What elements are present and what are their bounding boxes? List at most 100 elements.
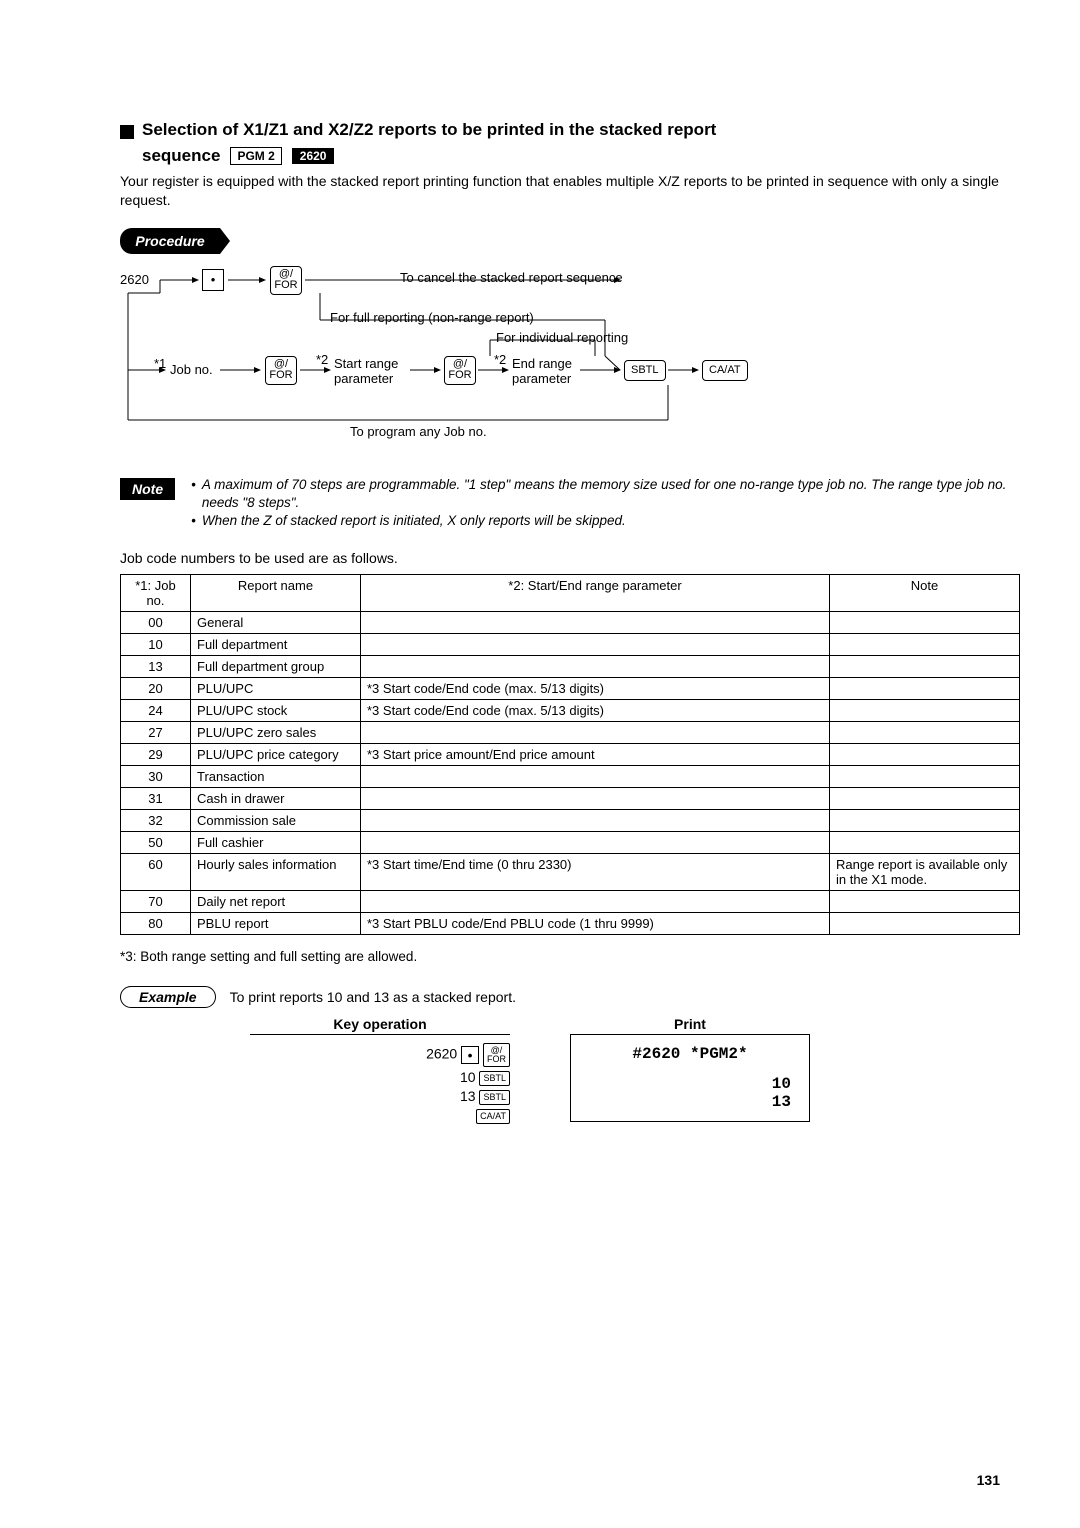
intro-paragraph: Your register is equipped with the stack… <box>120 172 1020 210</box>
example-caption: To print reports 10 and 13 as a stacked … <box>230 989 516 1005</box>
table-cell: General <box>191 612 361 634</box>
table-header-row: *1: Job no. Report name *2: Start/End ra… <box>121 575 1020 612</box>
print-receipt: #2620 *PGM2* 10 13 <box>570 1035 810 1122</box>
table-cell: Commission sale <box>191 810 361 832</box>
table-row: 20PLU/UPC*3 Start code/End code (max. 5/… <box>121 678 1020 700</box>
job-no-label: Job no. <box>170 362 213 377</box>
table-cell: PLU/UPC stock <box>191 700 361 722</box>
table-cell <box>361 612 830 634</box>
table-cell: Transaction <box>191 766 361 788</box>
table-cell: 31 <box>121 788 191 810</box>
table-cell: Daily net report <box>191 891 361 913</box>
table-cell: 20 <box>121 678 191 700</box>
keyop-line3: 13 SBTL <box>250 1088 510 1105</box>
table-cell: 27 <box>121 722 191 744</box>
procedure-label: Procedure <box>120 228 220 254</box>
table-cell <box>361 788 830 810</box>
keyop-body: 2620 • @/FOR 10 SBTL 13 SBTL CA/AT <box>250 1035 510 1123</box>
example-print-col: Print #2620 *PGM2* 10 13 <box>570 1016 810 1125</box>
table-row: 30Transaction <box>121 766 1020 788</box>
col-reportname: Report name <box>191 575 361 612</box>
table-cell: Full department <box>191 634 361 656</box>
document-page: Selection of X1/Z1 and X2/Z2 reports to … <box>0 0 1080 1528</box>
table-row: 31Cash in drawer <box>121 788 1020 810</box>
table-cell <box>830 722 1020 744</box>
diagram-code: 2620 <box>120 272 149 287</box>
page-number: 131 <box>977 1472 1000 1488</box>
table-intro: Job code numbers to be used are as follo… <box>120 550 1020 566</box>
note-item-1: A maximum of 70 steps are programmable. … <box>202 476 1020 512</box>
table-cell: *3 Start PBLU code/End PBLU code (1 thru… <box>361 913 830 935</box>
table-cell: Full cashier <box>191 832 361 854</box>
table-cell <box>830 832 1020 854</box>
keyop-line1: 2620 • @/FOR <box>250 1043 510 1067</box>
heading-line1: Selection of X1/Z1 and X2/Z2 reports to … <box>142 120 716 140</box>
table-cell: 30 <box>121 766 191 788</box>
table-cell: 70 <box>121 891 191 913</box>
col-param: *2: Start/End range parameter <box>361 575 830 612</box>
footnote: *3: Both range setting and full setting … <box>120 949 1020 964</box>
table-cell: PBLU report <box>191 913 361 935</box>
individual-reporting-text: For individual reporting <box>496 330 628 345</box>
key-sbtl-mini-2: SBTL <box>479 1090 510 1105</box>
end-range-label: End range parameter <box>512 356 572 386</box>
key-for-2: @/ FOR <box>265 356 297 385</box>
print-header: Print <box>570 1016 810 1035</box>
key-sbtl-mini-1: SBTL <box>479 1071 510 1086</box>
table-cell: 32 <box>121 810 191 832</box>
key-dot-mini: • <box>461 1046 479 1064</box>
table-cell <box>830 766 1020 788</box>
table-cell: Cash in drawer <box>191 788 361 810</box>
key-caat-mini: CA/AT <box>476 1109 510 1124</box>
full-reporting-text: For full reporting (non-range report) <box>330 310 534 325</box>
keyop-header: Key operation <box>250 1016 510 1035</box>
section-heading-cont: sequence PGM 2 2620 <box>142 146 1020 166</box>
example-columns-wrap: Key operation 2620 • @/FOR 10 SBTL 13 SB… <box>250 1016 1020 1125</box>
badge-code: 2620 <box>292 148 335 164</box>
table-row: 70Daily net report <box>121 891 1020 913</box>
table-cell <box>361 810 830 832</box>
key-for-3: @/ FOR <box>444 356 476 385</box>
table-cell <box>830 810 1020 832</box>
table-cell: *3 Start time/End time (0 thru 2330) <box>361 854 830 891</box>
key-dot-1: • <box>202 269 224 291</box>
program-any-text: To program any Job no. <box>350 424 487 439</box>
table-row: 32Commission sale <box>121 810 1020 832</box>
key-caat: CA/AT <box>702 360 748 382</box>
star2b: *2 <box>494 352 506 367</box>
section-heading: Selection of X1/Z1 and X2/Z2 reports to … <box>120 120 1020 140</box>
table-cell: *3 Start price amount/End price amount <box>361 744 830 766</box>
job-codes-table: *1: Job no. Report name *2: Start/End ra… <box>120 574 1020 935</box>
table-row: 80PBLU report*3 Start PBLU code/End PBLU… <box>121 913 1020 935</box>
keyop-line2: 10 SBTL <box>250 1069 510 1086</box>
table-cell <box>830 612 1020 634</box>
table-cell <box>830 700 1020 722</box>
table-cell <box>830 656 1020 678</box>
badge-pgm: PGM 2 <box>230 147 281 165</box>
col-note: Note <box>830 575 1020 612</box>
table-cell <box>361 766 830 788</box>
table-cell <box>361 722 830 744</box>
table-cell: 24 <box>121 700 191 722</box>
table-cell: PLU/UPC zero sales <box>191 722 361 744</box>
print-receipt-header: #2620 *PGM2* <box>589 1045 791 1063</box>
note-block: Note •A maximum of 70 steps are programm… <box>120 476 1020 531</box>
table-row: 00General <box>121 612 1020 634</box>
table-cell <box>830 678 1020 700</box>
flag-triangle-icon <box>220 228 230 254</box>
table-cell: 50 <box>121 832 191 854</box>
procedure-diagram: 2620 • @/ FOR To cancel the stacked repo… <box>120 260 880 460</box>
table-cell <box>830 788 1020 810</box>
table-cell <box>361 832 830 854</box>
table-row: 50Full cashier <box>121 832 1020 854</box>
table-cell: 13 <box>121 656 191 678</box>
table-row: 10Full department <box>121 634 1020 656</box>
table-cell <box>830 913 1020 935</box>
table-cell <box>830 634 1020 656</box>
table-cell: 10 <box>121 634 191 656</box>
table-cell: 60 <box>121 854 191 891</box>
table-cell <box>830 744 1020 766</box>
table-cell: PLU/UPC price category <box>191 744 361 766</box>
table-row: 60Hourly sales information*3 Start time/… <box>121 854 1020 891</box>
key-for-1: @/ FOR <box>270 266 302 295</box>
